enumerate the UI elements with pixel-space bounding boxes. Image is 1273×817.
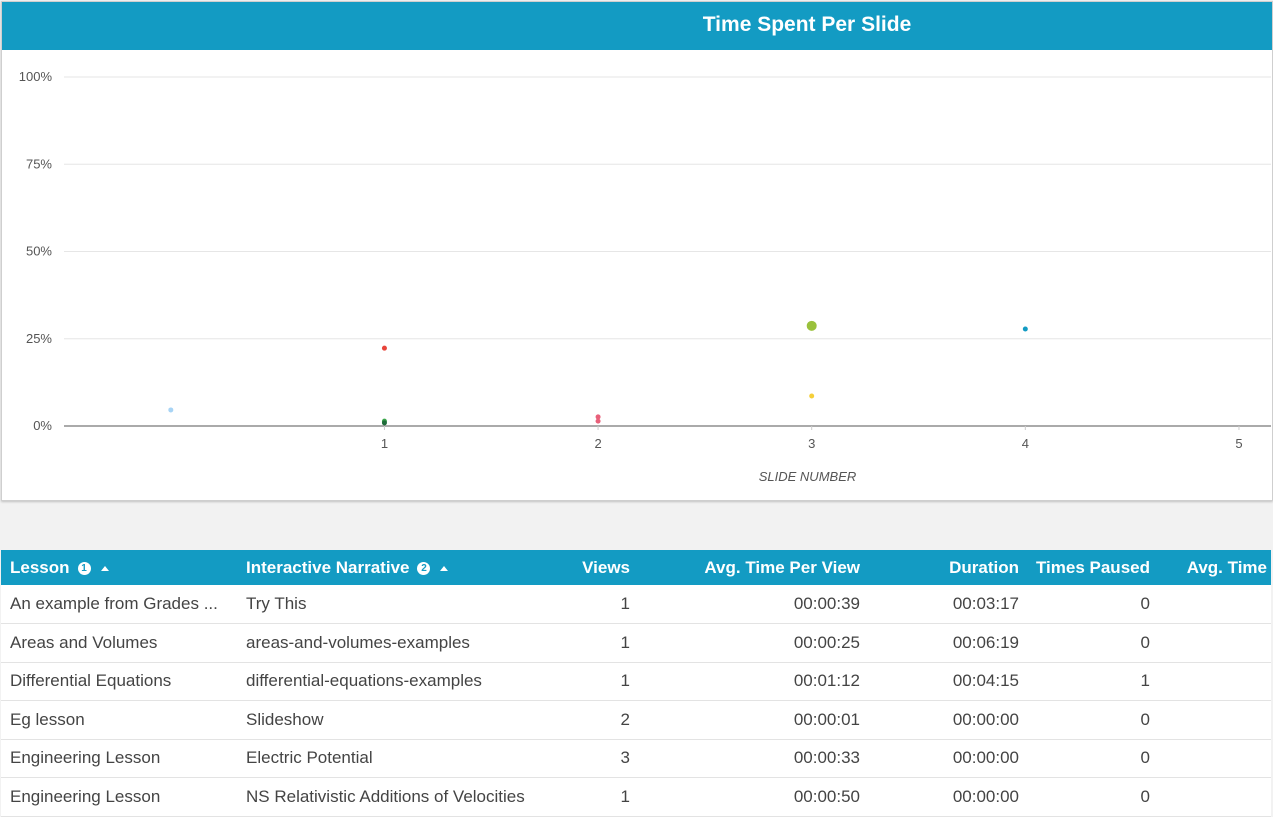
x-tick-label: 2 (594, 436, 601, 451)
x-tick-label: 1 (381, 436, 388, 451)
table-cell: 1 (620, 632, 630, 652)
table-cell: 00:01:12 (793, 671, 860, 691)
column-title: Views (582, 558, 630, 577)
table-cell: 00:06:19 (952, 632, 1019, 652)
table-cell: Eg lesson (10, 709, 85, 729)
table-cell: 00:00:00 (952, 748, 1019, 768)
chart-panel: Time Spent Per Slide 0% 25% 50% 75% 100% 1 2 3 4… (1, 1, 1273, 501)
table-cell: Electric Potential (246, 748, 373, 768)
table-cell: 00:00:01 (793, 709, 860, 729)
table-cell: 00:00:00 (952, 787, 1019, 806)
table-cell: Differential Equations (10, 671, 172, 691)
data-point (381, 345, 387, 351)
y-tick-label: 50% (26, 244, 52, 259)
table-cell: Engineering Lesson (10, 748, 161, 768)
table-cell: 0 (1140, 632, 1150, 652)
table-cell: Areas and Volumes (10, 632, 158, 652)
table-cell: NS Relativistic Additions of Velocities (246, 787, 525, 806)
y-tick-label: 0% (33, 418, 52, 433)
table-cell: 1 (1140, 671, 1150, 691)
table-cell: areas-and-volumes-examples (246, 632, 470, 652)
column-title: Avg. Time (1186, 558, 1267, 577)
table-cell: Try This (246, 594, 307, 613)
table-row: An example from Grades ... Try This 1 00:00… (1, 585, 1271, 624)
table-cell: Slideshow (246, 709, 324, 729)
column-header: Avg. Time Per View (704, 558, 860, 578)
table-cell: An example from Grades ... (10, 594, 218, 613)
sort-arrow (100, 566, 109, 572)
table-cell: 00:00:33 (793, 748, 860, 768)
info-badge: 2 (417, 562, 431, 576)
table-cell: 00:00:39 (793, 594, 860, 613)
column-header: Views (582, 558, 630, 578)
chart-title: Time Spent Per Slide (702, 13, 912, 36)
table-row: Eg lesson Slideshow 2 00:00:01 00:00:00 0 (1, 701, 1271, 740)
table-cell: 0 (1140, 787, 1150, 806)
table-cell: 3 (620, 748, 630, 768)
y-tick-label: 100% (19, 69, 53, 84)
table-row: Differential Equations differential-equat… (1, 662, 1271, 702)
table-row: Engineering Lesson Electric Potential 3 00:… (1, 739, 1271, 779)
data-point (595, 418, 601, 424)
column-title: Lesson (10, 558, 70, 577)
x-axis-label: SLIDE NUMBER (759, 469, 857, 484)
column-title: Avg. Time Per View (704, 558, 860, 577)
table-cell: 00:00:00 (952, 709, 1019, 729)
chart-header: Time Spent Per Slide (2, 2, 1272, 50)
table-row: Areas and Volumes areas-and-volumes-examp… (1, 624, 1271, 663)
data-point (1022, 326, 1028, 332)
table-row: Engineering Lesson NS Relativistic Additi… (1, 778, 1271, 817)
sort-arrow (440, 566, 449, 572)
table-cell: 1 (620, 787, 630, 806)
column-header: Times Paused (1036, 558, 1150, 578)
data-point (168, 407, 174, 413)
table-cell: differential-equations-examples (246, 671, 482, 691)
data-point (806, 320, 817, 331)
table-cell: 1 (620, 594, 630, 613)
table-cell: 00:03:17 (952, 594, 1019, 613)
column-title: Interactive Narrative (246, 558, 410, 577)
table-cell: 0 (1140, 709, 1150, 729)
chart: 0% 25% 50% 75% 100% 1 2 3 4 5 SLIDE NUMBER (19, 69, 1271, 484)
table-cell: 00:00:25 (793, 632, 860, 652)
info-badge: 1 (77, 562, 91, 576)
table-cell: 2 (620, 709, 630, 729)
y-tick-label: 75% (26, 156, 52, 171)
table-cell: 0 (1140, 594, 1150, 613)
x-tick-label: 5 (1235, 436, 1242, 451)
table-header: Lesson 1 Interactive Narrative 2 Views Avg. T… (1, 550, 1271, 585)
column-title: Duration (949, 558, 1019, 577)
y-tick-label: 25% (26, 331, 52, 346)
table-cell: 00:00:50 (793, 787, 860, 806)
column-header[interactable]: Lesson 1 (10, 558, 109, 578)
table-cell: 00:04:15 (952, 671, 1019, 691)
data-table: Lesson 1 Interactive Narrative 2 Views Avg. T… (1, 550, 1271, 817)
column-header: Duration (949, 558, 1019, 578)
x-tick-label: 3 (808, 436, 815, 451)
column-header: Avg. Time (1187, 558, 1267, 578)
x-tick-label: 4 (1022, 436, 1029, 451)
data-point (595, 414, 601, 420)
table-cell: 1 (620, 671, 630, 691)
data-point (381, 420, 387, 426)
table-cell: Engineering Lesson (10, 787, 161, 806)
data-point (809, 393, 815, 399)
table-cell: 0 (1140, 748, 1150, 768)
column-header[interactable]: Interactive Narrative 2 (246, 558, 449, 578)
column-title: Times Paused (1035, 558, 1150, 577)
